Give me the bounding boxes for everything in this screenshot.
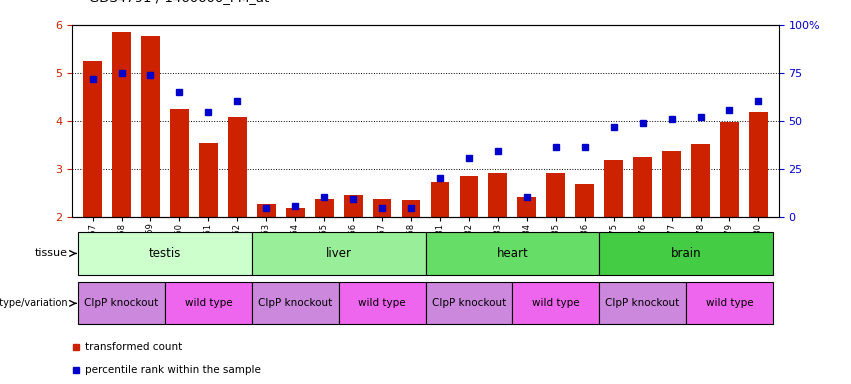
Bar xyxy=(344,195,363,217)
Text: ClpP knockout: ClpP knockout xyxy=(431,298,506,308)
Bar xyxy=(112,32,131,217)
Bar xyxy=(257,204,276,217)
Bar xyxy=(228,117,247,217)
Bar xyxy=(402,200,420,217)
Text: GDS4791 / 1460600_PM_at: GDS4791 / 1460600_PM_at xyxy=(89,0,270,4)
Bar xyxy=(488,173,507,217)
Bar xyxy=(512,282,599,324)
Text: ClpP knockout: ClpP knockout xyxy=(84,298,158,308)
Text: wild type: wild type xyxy=(705,298,753,308)
Bar xyxy=(604,161,623,217)
Bar xyxy=(252,232,426,275)
Text: transformed count: transformed count xyxy=(85,342,182,352)
Bar xyxy=(662,151,681,217)
Text: liver: liver xyxy=(326,247,351,260)
Bar xyxy=(599,282,686,324)
Text: genotype/variation: genotype/variation xyxy=(0,298,68,308)
Text: ClpP knockout: ClpP knockout xyxy=(258,298,333,308)
Bar xyxy=(575,184,594,217)
Bar xyxy=(78,232,252,275)
Text: wild type: wild type xyxy=(532,298,580,308)
Text: tissue: tissue xyxy=(35,248,68,258)
Bar xyxy=(315,199,334,217)
Text: wild type: wild type xyxy=(358,298,406,308)
Bar xyxy=(426,282,512,324)
Bar xyxy=(749,113,768,217)
Bar xyxy=(431,182,449,217)
Text: wild type: wild type xyxy=(185,298,232,308)
Bar xyxy=(546,173,565,217)
Bar xyxy=(373,199,391,217)
Text: ClpP knockout: ClpP knockout xyxy=(605,298,680,308)
Text: testis: testis xyxy=(149,247,181,260)
Bar xyxy=(460,176,478,217)
Bar xyxy=(252,282,339,324)
Bar xyxy=(686,282,773,324)
Bar xyxy=(720,122,739,217)
Bar xyxy=(199,142,218,217)
Bar xyxy=(141,36,160,217)
Bar xyxy=(83,61,102,217)
Bar xyxy=(633,157,652,217)
Bar xyxy=(170,109,189,217)
Bar xyxy=(78,282,165,324)
Bar xyxy=(286,209,305,217)
Bar xyxy=(339,282,426,324)
Text: heart: heart xyxy=(496,247,528,260)
Text: brain: brain xyxy=(671,247,701,260)
Bar xyxy=(426,232,599,275)
Bar xyxy=(165,282,252,324)
Bar xyxy=(517,197,536,217)
Text: percentile rank within the sample: percentile rank within the sample xyxy=(85,365,261,375)
Bar xyxy=(691,144,710,217)
Bar xyxy=(599,232,773,275)
